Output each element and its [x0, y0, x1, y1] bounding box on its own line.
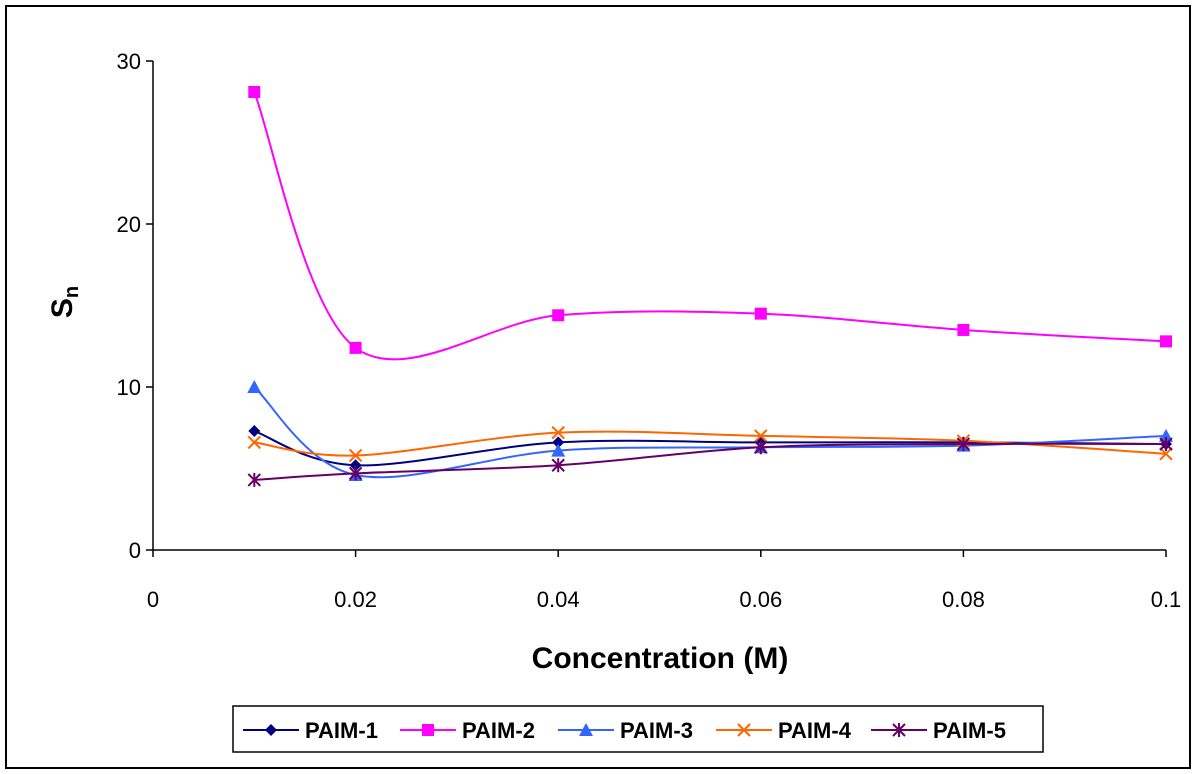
legend-marker: [892, 723, 906, 737]
y-tick-label: 30: [117, 49, 141, 74]
data-point: [247, 435, 262, 450]
legend-entry: PAIM-5: [871, 718, 1006, 743]
data-point-stroke: [551, 425, 565, 440]
series-paim-3: [247, 380, 1173, 482]
x-tick-label: 0: [147, 587, 159, 612]
legend-label: PAIM-5: [933, 718, 1006, 743]
x-tick-label: 0.08: [942, 587, 985, 612]
data-point: [1159, 428, 1173, 442]
y-axis-title: Sn: [46, 286, 83, 318]
legend-label: PAIM-1: [305, 718, 378, 743]
data-point: [551, 425, 565, 440]
legend-label: PAIM-4: [778, 718, 852, 743]
legend-entry: PAIM-2: [400, 718, 535, 743]
data-point: [552, 309, 565, 322]
series-paim-4: [247, 425, 1173, 463]
chart-frame: [5, 5, 1191, 769]
axes: 0 10 20 30 0 0.02 0.04 0.06 0.08 0.1: [117, 49, 1182, 612]
data-point-stroke: [348, 448, 363, 463]
series-line: [254, 442, 1167, 481]
data-point: [348, 466, 363, 481]
data-point: [1159, 437, 1173, 452]
legend-marker: [422, 724, 434, 736]
y-tick-label: 20: [117, 212, 141, 237]
legend-label: PAIM-2: [462, 718, 535, 743]
data-point: [1159, 447, 1173, 461]
data-point: [247, 472, 262, 487]
data-point: [754, 429, 768, 443]
data-point: [956, 437, 971, 452]
data-point: [551, 443, 566, 457]
legend-label: PAIM-3: [620, 718, 693, 743]
y-tick-label: 10: [117, 375, 141, 400]
series-line: [253, 91, 1167, 361]
series-paim-2: [248, 85, 1172, 361]
data-point: [1160, 335, 1172, 348]
x-tick-label: 0.1: [1151, 587, 1182, 612]
data-point: [349, 459, 362, 472]
data-point: [754, 307, 767, 320]
y-axis-title-sub: n: [61, 286, 83, 298]
x-tick-label: 0.04: [537, 587, 580, 612]
legend-entry: PAIM-3: [558, 718, 693, 743]
data-point: [248, 425, 261, 438]
x-tick-label: 0.06: [739, 587, 782, 612]
data-point: [348, 448, 363, 463]
y-tick-label: 0: [129, 538, 141, 563]
x-axis-title: Concentration (M): [532, 642, 789, 675]
data-point: [551, 458, 565, 473]
series-paim-5: [247, 437, 1173, 487]
legend-marker-stroke: [737, 723, 751, 737]
legend-marker: [579, 723, 593, 736]
legend: PAIM-1 PAIM-2 PAIM-3 PAIM-4 PAIM-5: [232, 705, 1044, 753]
x-tick-label: 0.02: [334, 587, 377, 612]
y-axis-title-main: S: [46, 298, 79, 318]
data-point: [754, 440, 768, 455]
data-point: [248, 85, 261, 98]
data-point: [349, 341, 362, 354]
data-point: [552, 436, 565, 449]
legend-marker: [265, 724, 277, 736]
data-point-stroke: [754, 429, 768, 443]
data-point: [247, 380, 262, 393]
series-layer: [247, 85, 1173, 487]
legend-marker: [737, 723, 751, 737]
legend-entry: PAIM-1: [243, 718, 378, 743]
legend-entry: PAIM-4: [716, 718, 852, 743]
data-point-stroke: [247, 435, 262, 450]
data-point-stroke: [1159, 447, 1173, 461]
data-point: [957, 323, 970, 336]
